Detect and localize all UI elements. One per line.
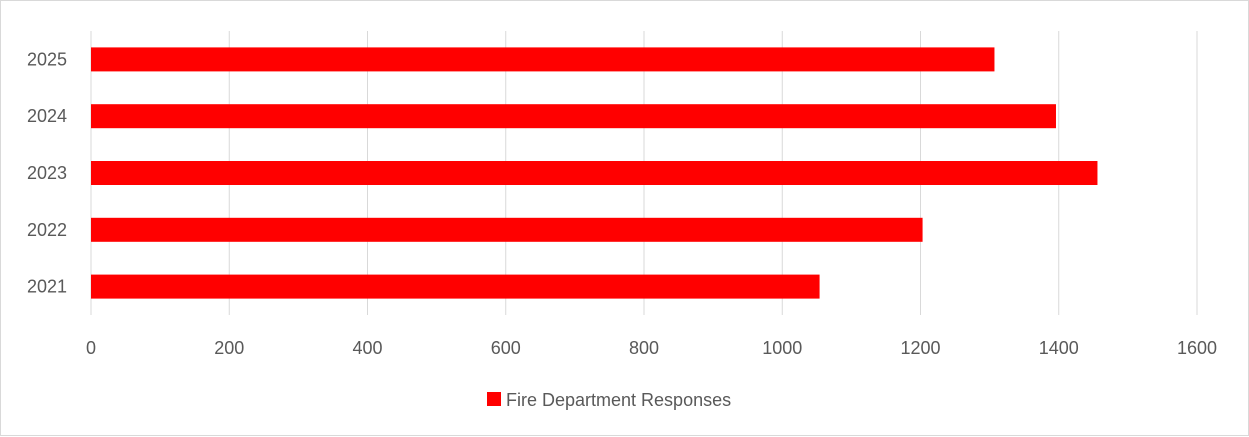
x-tick-label: 400	[352, 338, 382, 358]
bar-2023	[91, 161, 1098, 185]
x-axis-tick-labels: 0 200 400 600 800 1000 1200 1400 1600	[86, 338, 1217, 358]
bar-2025	[91, 47, 995, 72]
bar-2024	[91, 104, 1056, 129]
x-tick-label: 600	[491, 338, 521, 358]
y-tick-label: 2025	[27, 49, 67, 69]
y-tick-label: 2022	[27, 220, 67, 240]
bars	[91, 47, 1098, 299]
legend-swatch	[487, 392, 501, 406]
legend: Fire Department Responses	[487, 390, 731, 410]
x-tick-label: 1600	[1177, 338, 1217, 358]
x-tick-label: 200	[214, 338, 244, 358]
x-tick-label: 1200	[900, 338, 940, 358]
legend-label: Fire Department Responses	[506, 390, 731, 410]
bar-2022	[91, 217, 923, 242]
y-tick-label: 2021	[27, 277, 67, 297]
y-tick-label: 2023	[27, 163, 67, 183]
x-tick-label: 800	[629, 338, 659, 358]
x-tick-label: 0	[86, 338, 96, 358]
y-tick-label: 2024	[27, 106, 67, 126]
bar-2021	[91, 274, 820, 299]
x-tick-label: 1400	[1039, 338, 1079, 358]
y-axis-tick-labels: 2021 2022 2023 2024 2025	[27, 49, 67, 296]
x-tick-label: 1000	[762, 338, 802, 358]
